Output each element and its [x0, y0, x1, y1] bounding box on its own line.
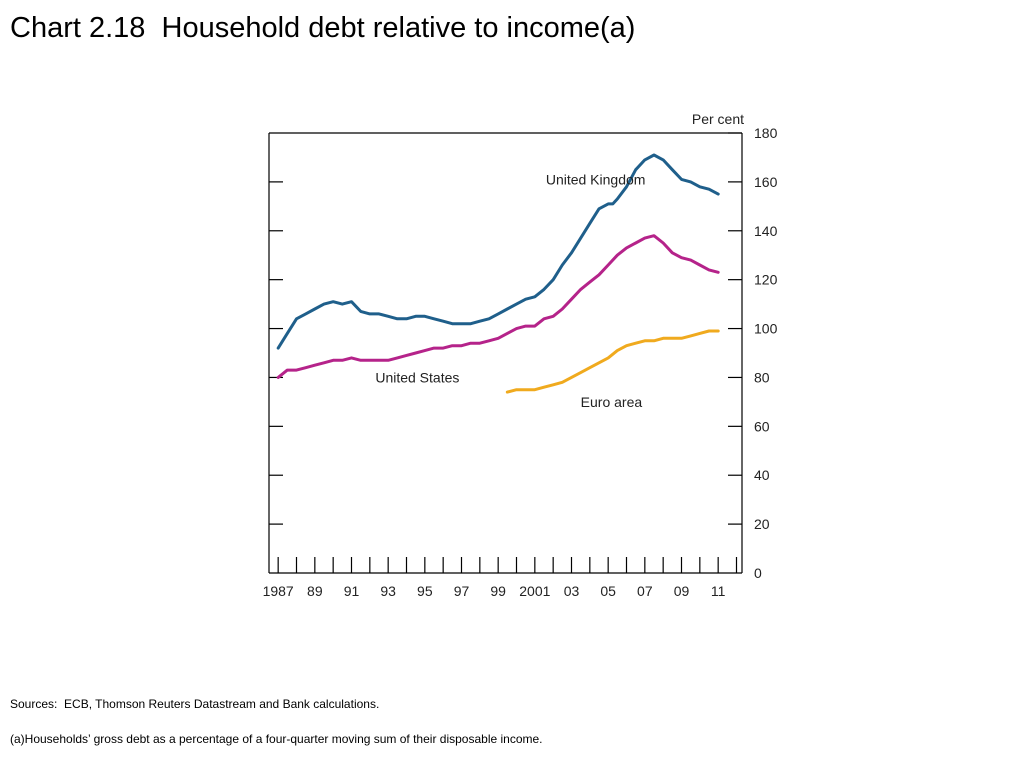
x-tick-label: 95 — [417, 583, 433, 599]
y-tick-label: 80 — [754, 369, 770, 385]
y-tick-label: 160 — [754, 174, 778, 190]
x-tick-label: 07 — [637, 583, 653, 599]
x-tick-label: 97 — [454, 583, 470, 599]
series-line-united-kingdom — [276, 153, 720, 350]
slide-title: Chart 2.18 Household debt relative to in… — [10, 12, 636, 44]
x-tick-label: 05 — [600, 583, 616, 599]
x-tick-label: 11 — [711, 583, 726, 599]
y-tick-label: 100 — [754, 321, 778, 337]
y-tick-label: 180 — [754, 125, 778, 141]
footnote: (a)Households’ gross debt as a percentag… — [10, 732, 543, 746]
axis-ticks: 0 20 40 60 80 100 120 140 160 180 Per cent 1987 89 91… — [263, 111, 778, 599]
x-tick-label: 2001 — [519, 583, 550, 599]
y-tick-label: 120 — [754, 272, 778, 288]
series-label-united-kingdom: United Kingdom — [546, 171, 646, 187]
y-tick-label: 140 — [754, 223, 778, 239]
series-lines — [276, 153, 720, 394]
y-tick-label: 0 — [754, 565, 762, 581]
y-tick-label: 20 — [754, 516, 770, 532]
y-unit-label: Per cent — [692, 111, 744, 127]
series-label-united-states: United States — [375, 369, 459, 385]
x-tick-label: 03 — [564, 583, 580, 599]
series-line-euro-area — [505, 329, 720, 394]
series-line-united-states — [276, 234, 720, 379]
x-tick-label: 93 — [380, 583, 396, 599]
x-tick-label: 91 — [344, 583, 360, 599]
y-tick-label: 60 — [754, 418, 770, 434]
x-tick-label: 89 — [307, 583, 323, 599]
y-tick-label: 40 — [754, 467, 770, 483]
sources-note: Sources: ECB, Thomson Reuters Datastream… — [10, 697, 380, 711]
series-label-euro-area: Euro area — [581, 394, 643, 410]
x-tick-label: 09 — [674, 583, 690, 599]
x-tick-label: 1987 — [263, 583, 294, 599]
x-tick-label: 99 — [490, 583, 506, 599]
plot-frame — [268, 132, 743, 574]
series-annotations: United Kingdom United States Euro area — [375, 171, 645, 409]
